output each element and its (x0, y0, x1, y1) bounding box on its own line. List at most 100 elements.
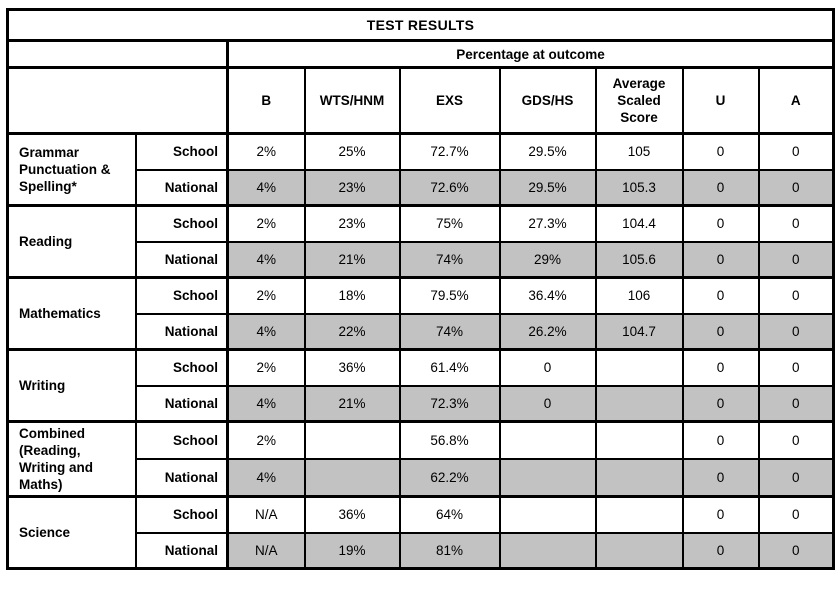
value-cell: 2% (226, 132, 306, 171)
column-header-average-scaled-score: Average Scaled Score (594, 66, 684, 135)
value-cell: 81% (398, 531, 501, 570)
table-row: National N/A 19% 81% 0 0 (8, 531, 835, 570)
value-cell (594, 384, 684, 423)
value-cell (303, 420, 401, 460)
school-row-label: School (134, 276, 229, 315)
value-cell: 0 (757, 168, 835, 207)
value-cell: 0 (681, 384, 760, 423)
value-cell: 79.5% (398, 276, 501, 315)
value-cell: 0 (498, 348, 597, 387)
value-cell: 0 (757, 458, 835, 498)
table-row: Grammar Punctuation & Spelling* School 2… (6, 132, 835, 207)
value-cell: 0 (681, 348, 760, 387)
subject-cell: Reading (6, 204, 137, 279)
table-row: National 4% 62.2% 0 0 (8, 458, 835, 498)
value-cell: 21% (303, 240, 401, 279)
value-cell: 0 (681, 168, 760, 207)
value-cell: 61.4% (398, 348, 501, 387)
value-cell: 4% (226, 458, 306, 498)
value-cell: 26.2% (498, 312, 597, 351)
value-cell: 0 (757, 531, 835, 570)
value-cell (498, 458, 597, 498)
value-cell: 21% (303, 384, 401, 423)
value-cell: 2% (226, 276, 306, 315)
column-header-gds-hs: GDS/HS (498, 66, 597, 135)
value-cell: N/A (226, 531, 306, 570)
subject-cell: Writing (6, 348, 137, 423)
value-cell: 64% (398, 495, 501, 534)
table-row: National 4% 23% 72.6% 29.5% 105.3 0 0 (8, 168, 835, 207)
title-row: TEST RESULTS (6, 8, 835, 42)
value-cell: 75% (398, 204, 501, 243)
subject-cell: Mathematics (6, 276, 137, 351)
column-header-wts-hnm: WTS/HNM (303, 66, 401, 135)
school-row-label: School (134, 204, 229, 243)
value-cell: 36.4% (498, 276, 597, 315)
value-cell: 29.5% (498, 132, 597, 171)
national-row-label: National (134, 531, 229, 570)
value-cell: 36% (303, 348, 401, 387)
value-cell (594, 348, 684, 387)
value-cell: 72.6% (398, 168, 501, 207)
value-cell: 72.7% (398, 132, 501, 171)
test-results-table: TEST RESULTS Percentage at outcome B WTS… (6, 8, 836, 570)
national-row-label: National (134, 312, 229, 351)
table-row: Science School N/A 36% 64% 0 0 (6, 495, 835, 570)
value-cell: 0 (757, 204, 835, 243)
value-cell: 105.3 (594, 168, 684, 207)
school-row-label: School (134, 495, 229, 534)
national-row-label: National (134, 240, 229, 279)
value-cell: 23% (303, 204, 401, 243)
national-row-label: National (134, 168, 229, 207)
value-cell: 0 (681, 132, 760, 171)
value-cell: 72.3% (398, 384, 501, 423)
value-cell (594, 420, 684, 460)
value-cell: 2% (226, 204, 306, 243)
value-cell: 74% (398, 312, 501, 351)
national-row-label: National (134, 458, 229, 498)
value-cell: 62.2% (398, 458, 501, 498)
column-header-exs: EXS (398, 66, 501, 135)
value-cell: 4% (226, 384, 306, 423)
value-cell: 0 (681, 312, 760, 351)
value-cell: 0 (757, 495, 835, 534)
value-cell (594, 458, 684, 498)
column-header-row: B WTS/HNM EXS GDS/HS Average Scaled Scor… (6, 66, 835, 135)
subject-cell: Grammar Punctuation & Spelling* (6, 132, 137, 207)
value-cell: 29.5% (498, 168, 597, 207)
value-cell: 0 (757, 240, 835, 279)
value-cell: 0 (681, 458, 760, 498)
national-row-label: National (134, 384, 229, 423)
value-cell: 105.6 (594, 240, 684, 279)
value-cell: 2% (226, 420, 306, 460)
table-row: National 4% 21% 72.3% 0 0 0 (8, 384, 835, 423)
value-cell (303, 458, 401, 498)
value-cell: 22% (303, 312, 401, 351)
value-cell: 2% (226, 348, 306, 387)
value-cell: 4% (226, 240, 306, 279)
spacer-cell (6, 66, 229, 135)
value-cell (498, 531, 597, 570)
value-cell: 0 (757, 384, 835, 423)
subject-cell: Science (6, 495, 137, 570)
subheader-row: Percentage at outcome (6, 39, 835, 69)
value-cell: 104.4 (594, 204, 684, 243)
value-cell: 25% (303, 132, 401, 171)
value-cell: 0 (498, 384, 597, 423)
value-cell: 0 (757, 420, 835, 460)
value-cell: 4% (226, 168, 306, 207)
value-cell: 105 (594, 132, 684, 171)
value-cell: 4% (226, 312, 306, 351)
value-cell: 0 (757, 132, 835, 171)
subheader-cell: Percentage at outcome (225, 39, 835, 69)
column-header-a: A (757, 66, 835, 135)
table-row: National 4% 21% 74% 29% 105.6 0 0 (8, 240, 835, 279)
value-cell: 106 (594, 276, 684, 315)
subject-cell: Combined (Reading, Writing and Maths) (6, 420, 137, 498)
value-cell: 74% (398, 240, 501, 279)
school-row-label: School (134, 132, 229, 171)
value-cell: 0 (681, 240, 760, 279)
value-cell (498, 495, 597, 534)
value-cell: 29% (498, 240, 597, 279)
value-cell: 0 (681, 495, 760, 534)
